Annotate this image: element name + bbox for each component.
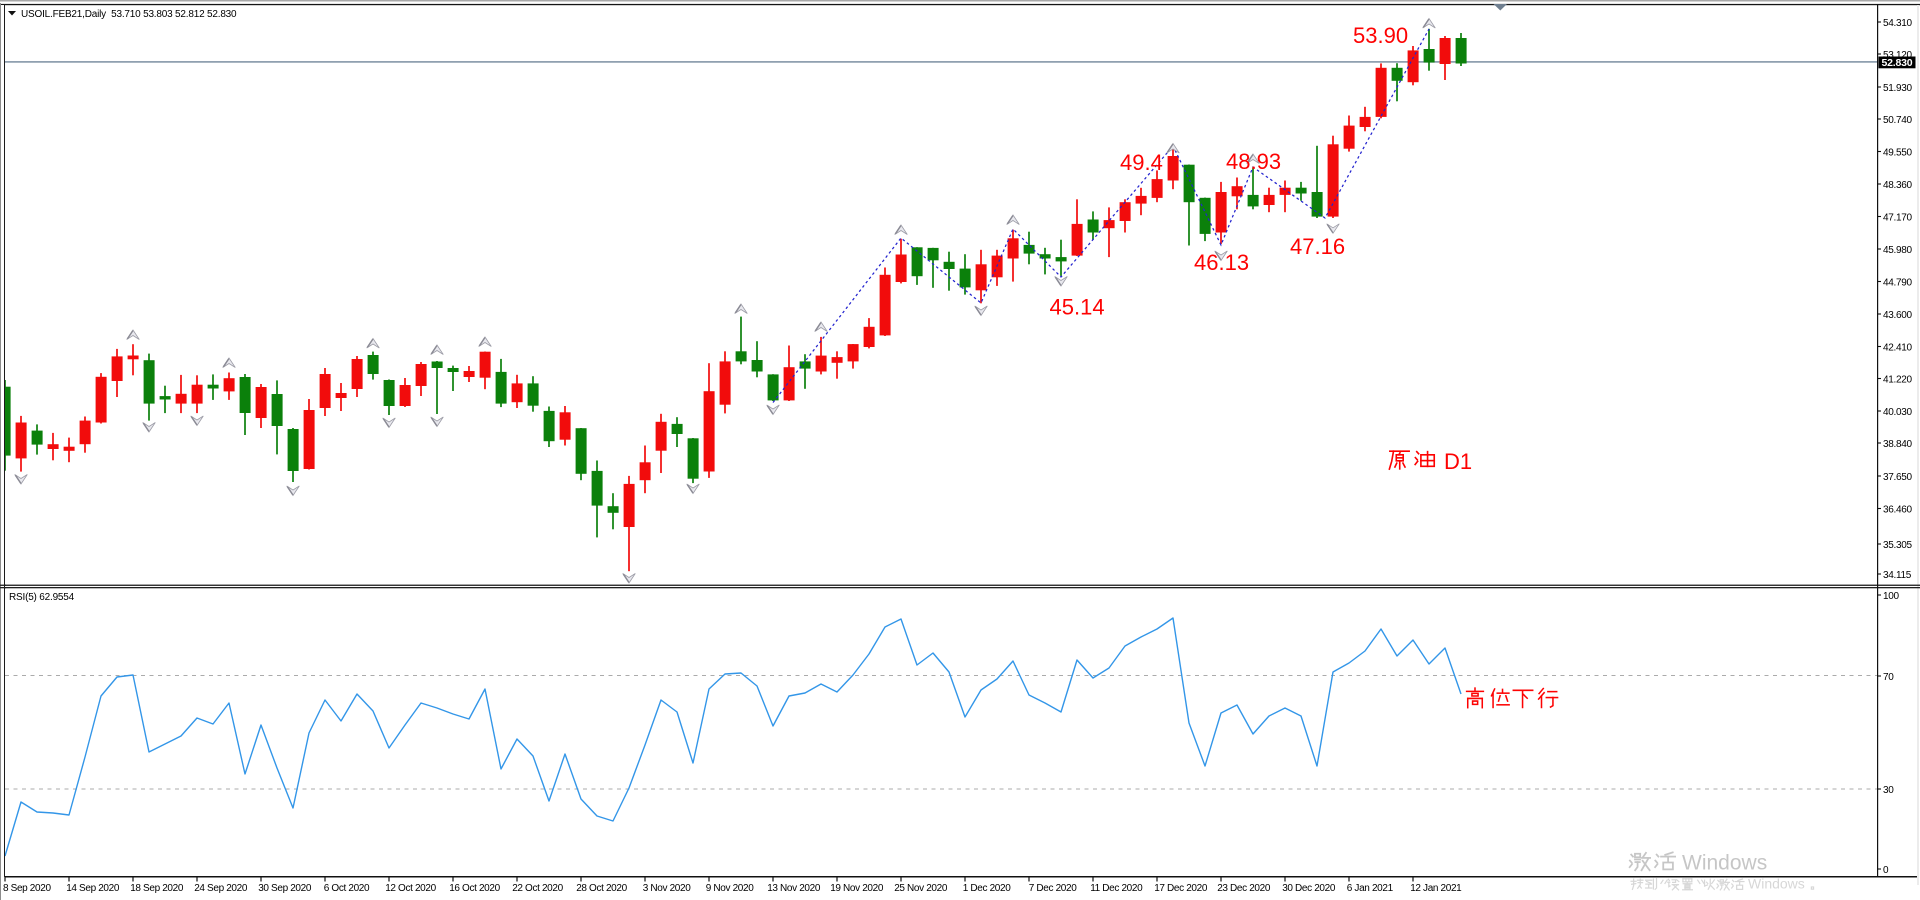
svg-text:37.650: 37.650 [1883,472,1913,483]
svg-text:51.930: 51.930 [1883,83,1913,94]
svg-text:3 Nov 2020: 3 Nov 2020 [643,883,691,894]
svg-text:17 Dec 2020: 17 Dec 2020 [1154,883,1208,894]
svg-text:44.790: 44.790 [1883,278,1913,289]
svg-text:D1: D1 [1444,449,1472,474]
svg-text:53.120: 53.120 [1883,50,1913,61]
svg-text:24 Sep 2020: 24 Sep 2020 [194,883,248,894]
svg-text:45.14: 45.14 [1050,295,1105,320]
svg-text:8 Sep 2020: 8 Sep 2020 [3,883,51,894]
svg-text:14 Sep 2020: 14 Sep 2020 [66,883,120,894]
svg-text:19 Nov 2020: 19 Nov 2020 [830,883,884,894]
svg-text:30 Sep 2020: 30 Sep 2020 [258,883,312,894]
svg-text:1 Dec 2020: 1 Dec 2020 [963,883,1011,894]
svg-text:70: 70 [1883,672,1894,683]
svg-text:48.93: 48.93 [1226,149,1281,174]
svg-text:49.4: 49.4 [1120,150,1163,175]
svg-text:0: 0 [1883,865,1889,876]
svg-text:40.030: 40.030 [1883,407,1913,418]
svg-text:35.305: 35.305 [1883,540,1913,551]
svg-text:25 Nov 2020: 25 Nov 2020 [894,883,948,894]
svg-text:11 Dec 2020: 11 Dec 2020 [1090,883,1143,894]
svg-text:34.115: 34.115 [1883,570,1912,581]
svg-text:49.550: 49.550 [1883,148,1913,159]
svg-text:30: 30 [1883,785,1894,796]
svg-text:13 Nov 2020: 13 Nov 2020 [767,883,821,894]
svg-text:48.360: 48.360 [1883,180,1913,191]
svg-text:50.740: 50.740 [1883,115,1913,126]
svg-text:53.90: 53.90 [1353,23,1408,48]
svg-text:54.310: 54.310 [1883,18,1913,29]
svg-text:9 Nov 2020: 9 Nov 2020 [706,883,754,894]
svg-text:USOIL.FEB21,Daily 53.710 53.8: USOIL.FEB21,Daily 53.710 53.803 52.812 5… [21,9,237,20]
svg-text:6 Oct 2020: 6 Oct 2020 [324,883,370,894]
svg-text:RSI(5) 62.9554: RSI(5) 62.9554 [9,592,75,603]
svg-text:46.13: 46.13 [1194,250,1249,275]
svg-text:7 Dec 2020: 7 Dec 2020 [1029,883,1077,894]
svg-text:28 Oct 2020: 28 Oct 2020 [576,883,627,894]
svg-text:16 Oct 2020: 16 Oct 2020 [449,883,500,894]
svg-text:18 Sep 2020: 18 Sep 2020 [130,883,184,894]
svg-text:45.980: 45.980 [1883,245,1913,256]
svg-text:36.460: 36.460 [1883,505,1913,516]
svg-text:23 Dec 2020: 23 Dec 2020 [1217,883,1271,894]
svg-text:Windows: Windows [1682,852,1767,875]
svg-text:38.840: 38.840 [1883,439,1913,450]
svg-text:100: 100 [1883,591,1900,602]
svg-text:41.220: 41.220 [1883,375,1913,386]
svg-text:52.830: 52.830 [1882,57,1913,69]
svg-text:43.600: 43.600 [1883,310,1913,321]
svg-text:42.410: 42.410 [1883,343,1913,354]
svg-text:30 Dec 2020: 30 Dec 2020 [1282,883,1336,894]
svg-text:22 Oct 2020: 22 Oct 2020 [512,883,563,894]
svg-text:12 Jan 2021: 12 Jan 2021 [1410,883,1462,894]
svg-text:47.16: 47.16 [1290,234,1345,259]
svg-text:Windows: Windows [1748,876,1805,892]
svg-text:47.170: 47.170 [1883,213,1913,224]
svg-text:6 Jan 2021: 6 Jan 2021 [1347,883,1394,894]
svg-text:12 Oct 2020: 12 Oct 2020 [385,883,436,894]
